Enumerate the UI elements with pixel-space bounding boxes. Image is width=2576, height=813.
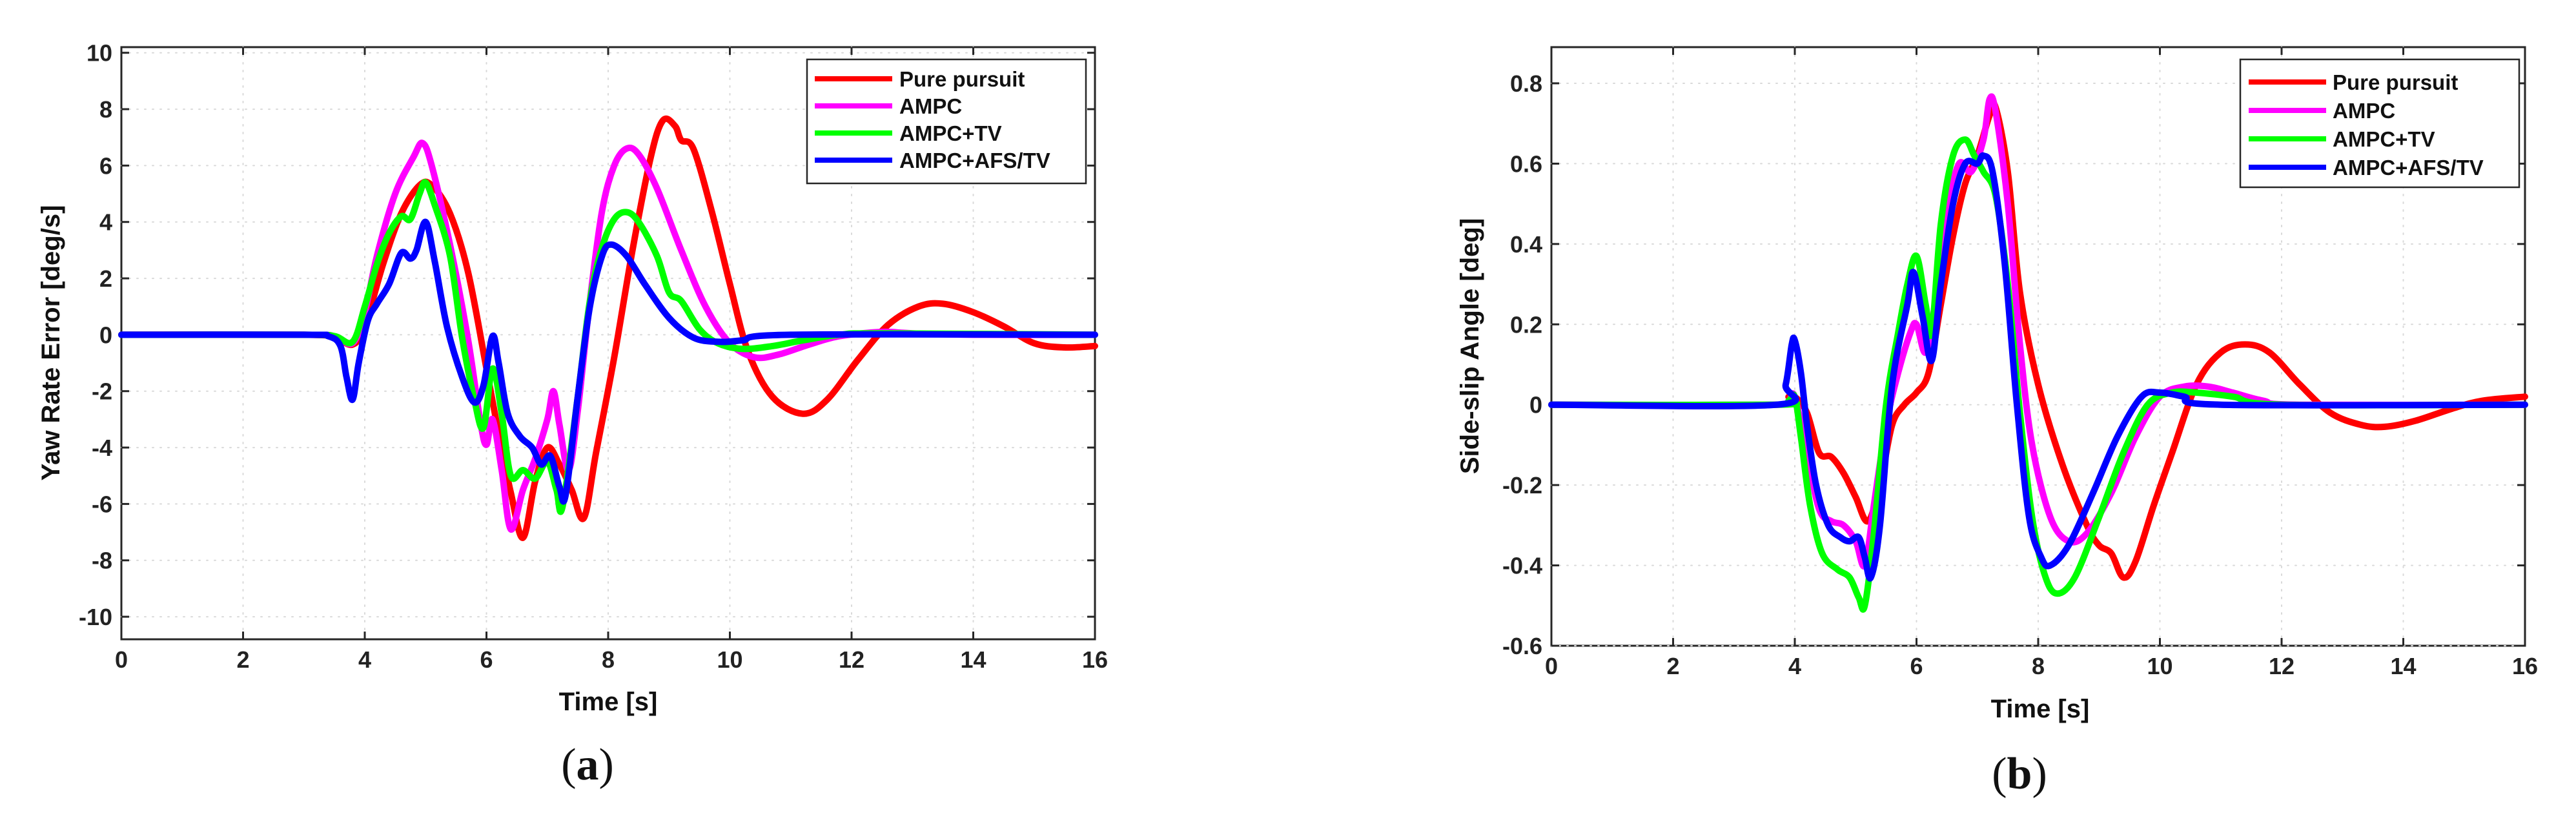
legend-b: Pure pursuit AMPC AMPC+TV AMPC+AFS/TV <box>2239 58 2520 189</box>
x-tick-label: 4 <box>358 646 371 673</box>
y-tick-label: 0 <box>99 322 112 348</box>
x-tick-label: 4 <box>1788 653 1801 679</box>
axis-ticks-b: 0 2 4 6 8 10 12 14 16 -0.6 -0.4 -0.2 0 0.2 0.4 0.6 0.8 <box>1502 47 2538 679</box>
y-tick-label: -10 <box>79 604 112 630</box>
series-line-ampc <box>118 139 1098 533</box>
legend-label-ampc-tv-b: AMPC+TV <box>2333 127 2435 151</box>
x-axis-title-b: Time [s] <box>1991 695 2090 723</box>
y-tick-label: 0.8 <box>1510 70 1542 97</box>
x-tick-label: 2 <box>236 646 249 673</box>
panel-caption-b: (b) <box>1992 749 2047 799</box>
legend-label-ampc-b: AMPC <box>2333 99 2395 123</box>
legend-label-ampc-tv-a: AMPC+TV <box>899 121 1002 145</box>
y-tick-label: -2 <box>92 378 112 405</box>
x-tick-label: 16 <box>1082 646 1108 673</box>
x-tick-label: 6 <box>480 646 493 673</box>
y-tick-label: -0.4 <box>1502 553 1542 579</box>
x-axis-title-a: Time [s] <box>559 688 658 716</box>
x-tick-label: 14 <box>960 646 986 673</box>
y-tick-label: 2 <box>99 265 112 292</box>
x-tick-label: 14 <box>2390 653 2416 679</box>
y-axis-title-a: Yaw Rate Error [deg/s] <box>37 205 65 481</box>
panel-a: 0 2 4 6 8 10 12 14 16 -10 -8 -6 -4 -2 0 2 4 6 8 10 Pure pur… <box>37 40 1108 790</box>
x-tick-label: 2 <box>1666 653 1679 679</box>
x-tick-label: 12 <box>839 646 864 673</box>
legend-label-pure-pursuit-b: Pure pursuit <box>2333 70 2458 94</box>
x-tick-label: 10 <box>717 646 742 673</box>
x-tick-label: 8 <box>602 646 615 673</box>
legend-label-ampc-a: AMPC <box>899 94 962 118</box>
panel-b: 0 2 4 6 8 10 12 14 16 -0.6 -0.4 -0.2 0 0.2 0.4 0.6 0.8 P… <box>1456 46 2538 799</box>
legend-label-ampc-afs-tv-a: AMPC+AFS/TV <box>899 149 1050 172</box>
y-tick-label: 4 <box>99 209 112 236</box>
y-tick-label: 0 <box>1529 392 1542 418</box>
y-tick-label: -6 <box>92 491 112 517</box>
x-tick-label: 16 <box>2512 653 2538 679</box>
series-line-pure-pursuit <box>118 115 1098 541</box>
legend-label-ampc-afs-tv-b: AMPC+AFS/TV <box>2333 156 2484 180</box>
panel-caption-letter-b: b <box>2007 749 2032 799</box>
y-tick-label: 0.4 <box>1510 231 1542 258</box>
series-line-ampc-afs-tv <box>1548 152 2528 582</box>
y-tick-label: -8 <box>92 548 112 574</box>
panel-caption-a: (a) <box>561 740 614 790</box>
x-tick-label: 12 <box>2269 653 2295 679</box>
series-lines-a <box>118 115 1098 541</box>
legend-a: Pure pursuit AMPC AMPC+TV AMPC+AFS/TV <box>806 58 1087 185</box>
x-tick-label: 8 <box>2032 653 2045 679</box>
y-tick-label: -0.2 <box>1502 472 1542 499</box>
panel-caption-letter-a: a <box>577 740 599 790</box>
y-tick-label: 8 <box>99 96 112 123</box>
x-tick-label: 6 <box>1910 653 1923 679</box>
series-line-ampc-tv <box>1548 136 2528 613</box>
y-tick-label: -4 <box>92 435 112 461</box>
x-tick-label: 10 <box>2147 653 2172 679</box>
legend-label-pure-pursuit-a: Pure pursuit <box>899 67 1025 91</box>
series-lines-b <box>1548 93 2528 613</box>
series-line-ampc-afs-tv <box>118 218 1098 505</box>
y-axis-title-b: Side-slip Angle [deg] <box>1456 218 1484 474</box>
axis-ticks-a: 0 2 4 6 8 10 12 14 16 -10 -8 -6 -4 -2 0 2 4 6 8 10 <box>79 40 1108 673</box>
y-tick-label: 6 <box>99 152 112 179</box>
series-line-pure-pursuit <box>1548 100 2528 581</box>
y-tick-label: -0.6 <box>1502 633 1542 659</box>
y-tick-label: 10 <box>87 40 112 67</box>
y-tick-label: 0.6 <box>1510 150 1542 177</box>
x-tick-label: 0 <box>1545 653 1558 679</box>
y-tick-label: 0.2 <box>1510 311 1542 338</box>
x-tick-label: 0 <box>115 646 128 673</box>
